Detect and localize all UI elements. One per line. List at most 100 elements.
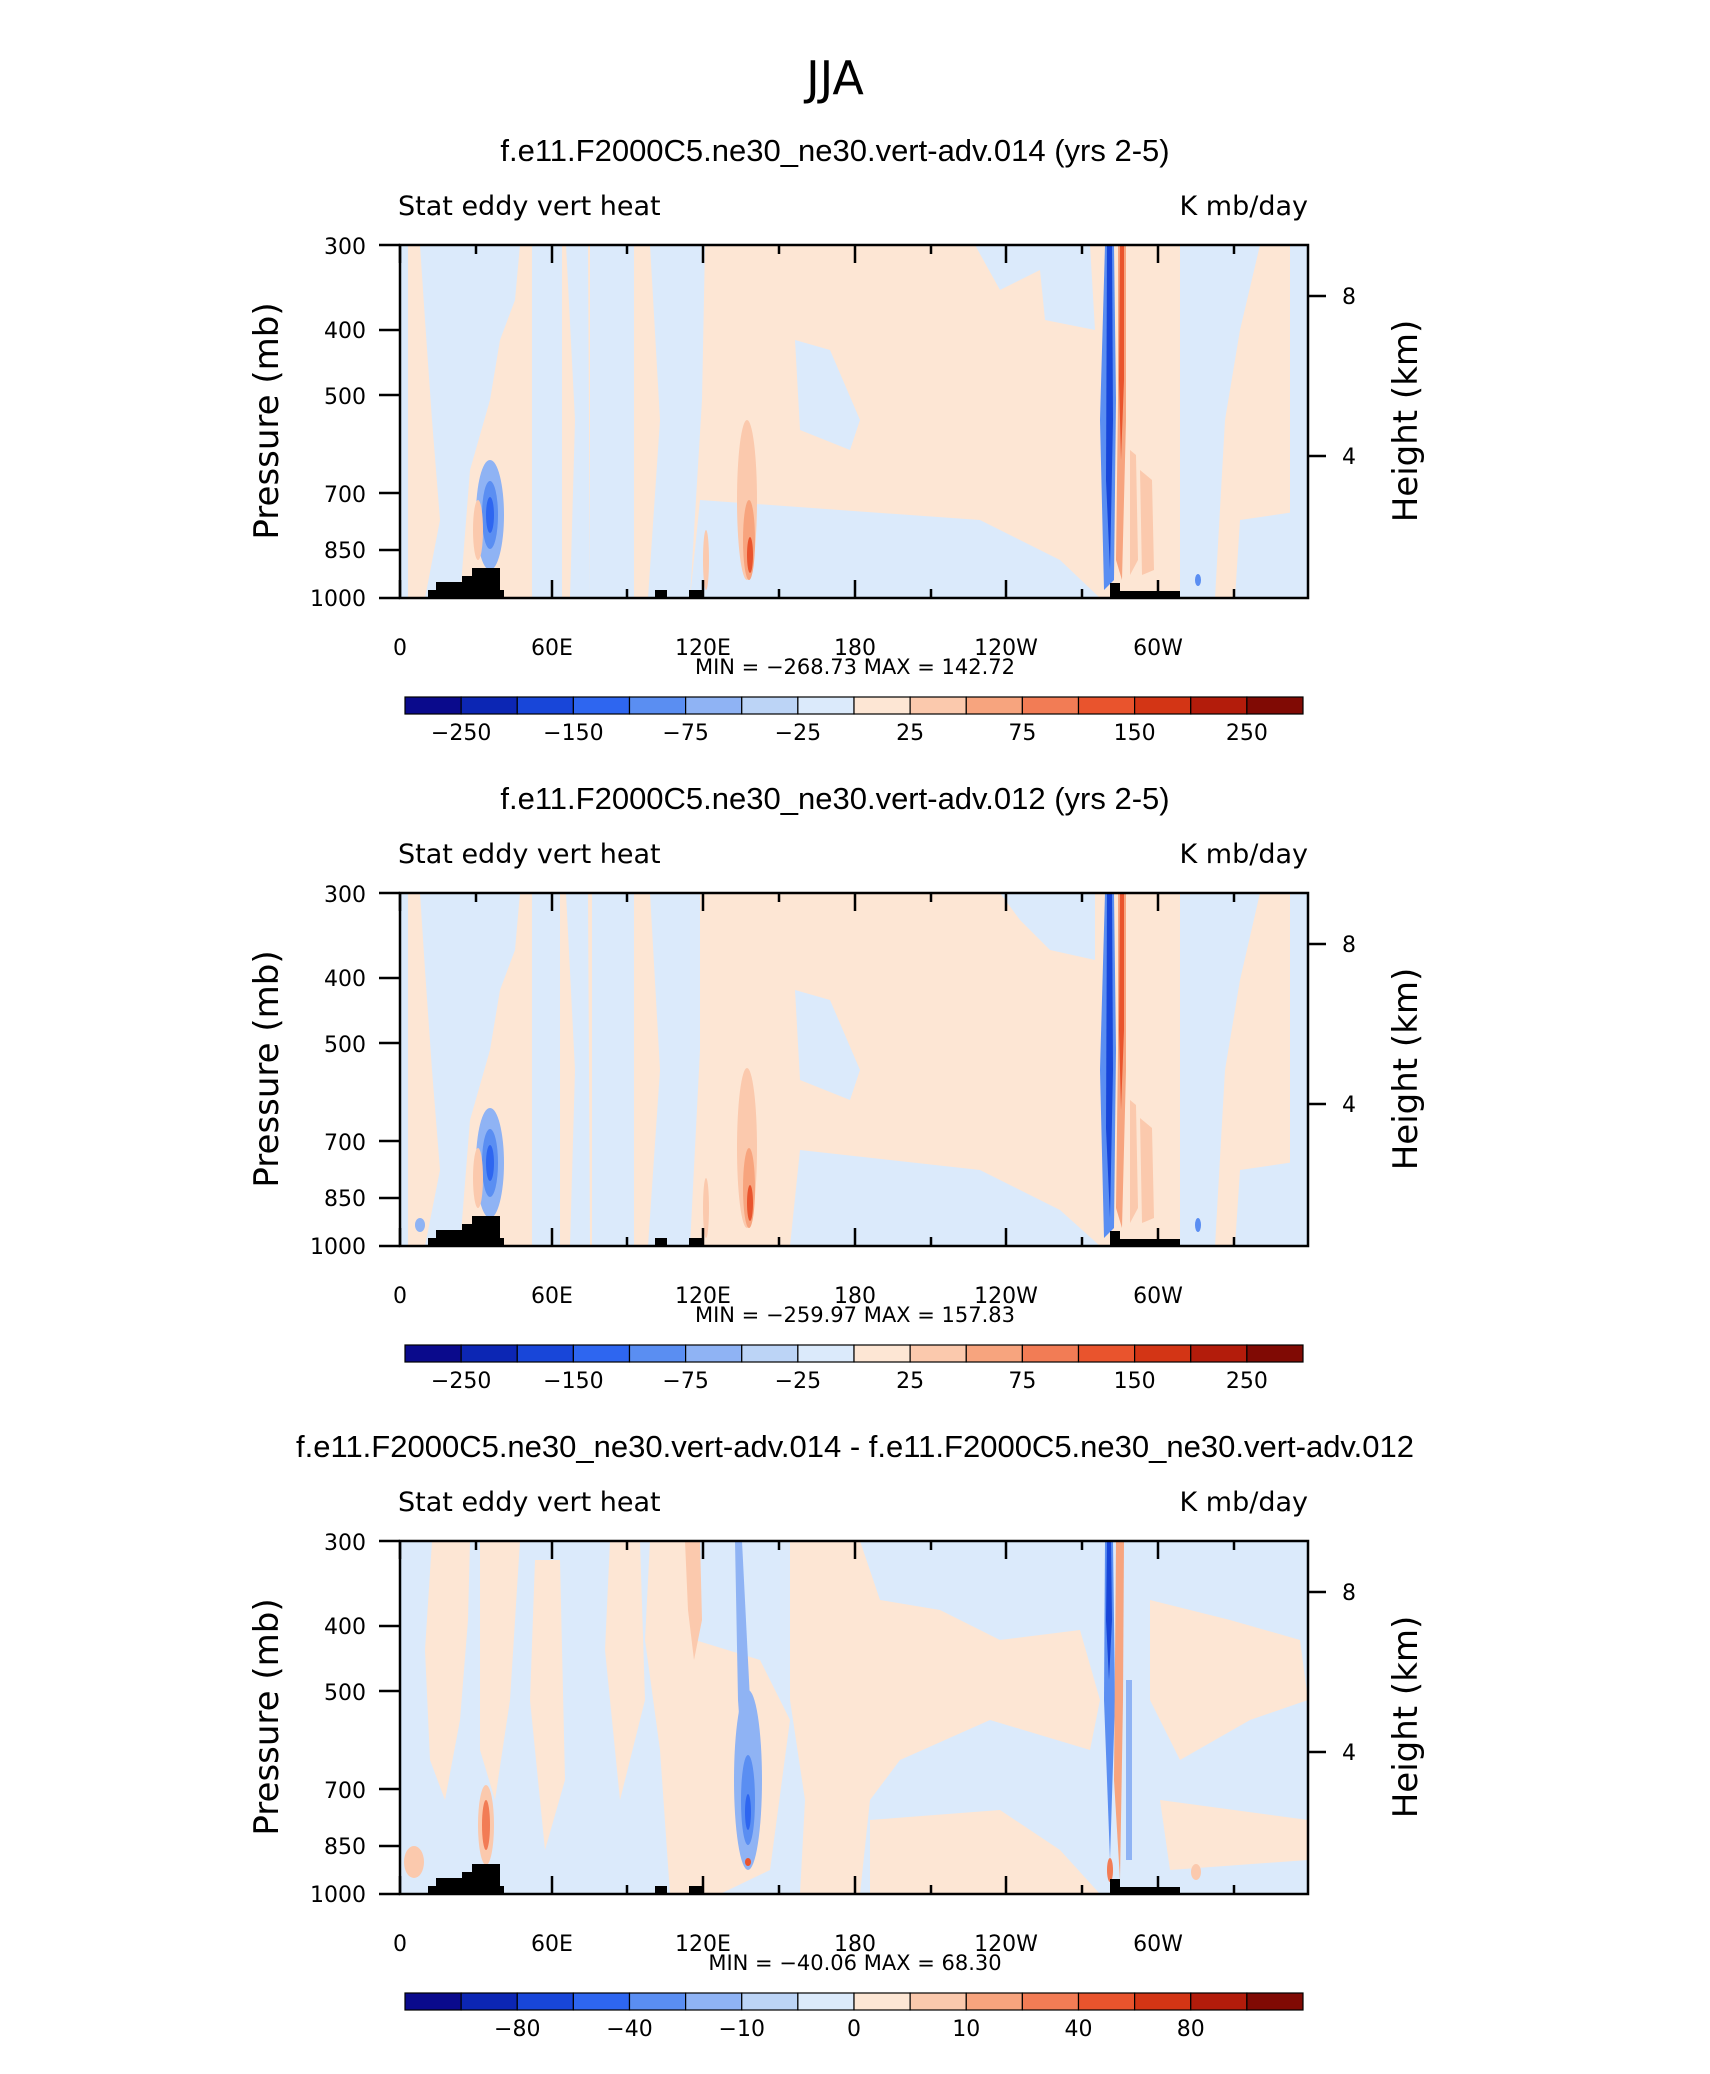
topography bbox=[655, 1238, 667, 1246]
colorbar-swatch bbox=[1021, 1992, 1080, 2011]
colorbar-label: −250 bbox=[431, 1369, 491, 1394]
colorbar-label: −80 bbox=[494, 2017, 540, 2042]
colorbar-swatch bbox=[797, 1992, 855, 2011]
field-band bbox=[1160, 1800, 1308, 1870]
field-anomaly bbox=[747, 1185, 753, 1221]
y-tick-label: 300 bbox=[324, 883, 366, 908]
field-band bbox=[1210, 245, 1260, 598]
panel-1-y-axis-label: Pressure (mb) bbox=[247, 302, 287, 539]
colorbar-swatch bbox=[965, 1992, 1023, 2011]
colorbar-swatch bbox=[404, 696, 462, 715]
field-band bbox=[400, 245, 408, 598]
panel-3-x-tick-labels: 0 60E 120E 180 120W 60W bbox=[393, 1932, 1183, 1957]
colorbar-label: 80 bbox=[1177, 2017, 1205, 2042]
colorbar-label: 75 bbox=[1008, 1369, 1036, 1394]
panel-2-left-label: Stat eddy vert heat bbox=[398, 839, 661, 870]
panel-1-colorbar: −250 −150 −75 −25 25 75 150 250 bbox=[404, 696, 1304, 746]
y-tick-label: 1000 bbox=[310, 587, 366, 612]
field-anomaly bbox=[1114, 1541, 1124, 1880]
panel-3: f.e11.F2000C5.ne30_ne30.vert-adv.014 - f… bbox=[247, 1429, 1426, 2042]
field-band bbox=[400, 893, 408, 1246]
field-anomaly bbox=[747, 537, 753, 573]
colorbar-swatch bbox=[460, 696, 518, 715]
x-tick-label: 60E bbox=[531, 1932, 573, 1957]
panel-3-title: f.e11.F2000C5.ne30_ne30.vert-adv.014 - f… bbox=[296, 1429, 1414, 1464]
colorbar-swatch bbox=[516, 1344, 574, 1363]
colorbar-label: −25 bbox=[775, 1369, 821, 1394]
colorbar-swatch bbox=[1021, 696, 1080, 715]
y-tick-label: 700 bbox=[324, 1779, 366, 1804]
panel-2-field bbox=[400, 893, 1308, 1246]
colorbar-swatch bbox=[1246, 1344, 1304, 1363]
y-tick-label: 300 bbox=[324, 1531, 366, 1556]
panel-2-colorbar: −250 −150 −75 −25 25 75 150 250 bbox=[404, 1344, 1304, 1394]
colorbar-label: 0 bbox=[847, 2017, 861, 2042]
colorbar-swatch bbox=[572, 696, 631, 715]
colorbar-label: 40 bbox=[1065, 2017, 1093, 2042]
right-tick-label: 8 bbox=[1342, 285, 1356, 310]
field-band bbox=[795, 990, 860, 1100]
field-anomaly bbox=[1126, 1680, 1132, 1860]
x-tick-label: 0 bbox=[393, 1284, 407, 1309]
x-tick-label: 60W bbox=[1133, 636, 1183, 661]
colorbar-swatch bbox=[1134, 1992, 1192, 2011]
panel-2: f.e11.F2000C5.ne30_ne30.vert-adv.012 (yr… bbox=[247, 781, 1426, 1394]
field-band bbox=[566, 245, 590, 598]
colorbar-label: −150 bbox=[543, 1369, 603, 1394]
panel-1-right-axis-label: Height (km) bbox=[1386, 320, 1426, 523]
y-tick-label: 1000 bbox=[310, 1235, 366, 1260]
y-tick-label: 400 bbox=[324, 967, 366, 992]
x-tick-label: 120E bbox=[675, 1932, 731, 1957]
field-band bbox=[1235, 1160, 1308, 1246]
field-band bbox=[1180, 245, 1215, 598]
field-band bbox=[1290, 893, 1308, 1246]
field-band bbox=[532, 893, 560, 1246]
colorbar-swatch bbox=[1077, 1992, 1136, 2011]
field-anomaly bbox=[482, 1800, 490, 1850]
panel-3-y-axis-label: Pressure (mb) bbox=[247, 1598, 287, 1835]
colorbar-swatch bbox=[741, 1344, 799, 1363]
y-tick-label: 500 bbox=[324, 385, 366, 410]
x-tick-label: 180 bbox=[834, 1932, 876, 1957]
y-tick-label: 500 bbox=[324, 1033, 366, 1058]
colorbar-swatch bbox=[797, 696, 855, 715]
colorbar-label: −25 bbox=[775, 721, 821, 746]
figure-title: JJA bbox=[803, 51, 864, 105]
field-band bbox=[690, 500, 1100, 598]
field-anomaly bbox=[1140, 470, 1154, 575]
panel-3-stats: MIN = −40.06 MAX = 68.30 bbox=[708, 1951, 1001, 1975]
colorbar-swatch bbox=[685, 1344, 743, 1363]
panel-2-right-label: K mb/day bbox=[1180, 839, 1309, 870]
field-band bbox=[1180, 893, 1215, 1246]
topography bbox=[689, 1886, 703, 1894]
field-band bbox=[1235, 510, 1308, 598]
colorbar-swatch bbox=[1190, 696, 1248, 715]
right-tick-label: 4 bbox=[1342, 445, 1356, 470]
field-anomaly bbox=[473, 500, 483, 560]
panel-2-stats: MIN = −259.97 MAX = 157.83 bbox=[695, 1303, 1015, 1327]
panel-2-title: f.e11.F2000C5.ne30_ne30.vert-adv.012 (yr… bbox=[500, 781, 1169, 816]
colorbar-swatch bbox=[853, 696, 911, 715]
colorbar-label: 25 bbox=[896, 1369, 924, 1394]
y-tick-label: 500 bbox=[324, 1681, 366, 1706]
colorbar-label: −250 bbox=[431, 721, 491, 746]
panel-1-right-tick-labels: 8 4 bbox=[1342, 285, 1356, 470]
x-tick-label: 0 bbox=[393, 636, 407, 661]
colorbar-label: −150 bbox=[543, 721, 603, 746]
field-anomaly bbox=[1191, 1864, 1201, 1880]
colorbar-swatch bbox=[1077, 696, 1136, 715]
panel-1-stats: MIN = −268.73 MAX = 142.72 bbox=[695, 655, 1015, 679]
panel-2-x-tick-labels: 0 60E 120E 180 120W 60W bbox=[393, 1284, 1183, 1309]
x-tick-label: 60E bbox=[531, 1284, 573, 1309]
field-band bbox=[532, 245, 562, 598]
colorbar-swatch bbox=[572, 1992, 631, 2011]
x-tick-label: 0 bbox=[393, 1932, 407, 1957]
colorbar-label: 250 bbox=[1226, 721, 1268, 746]
colorbar-swatch bbox=[516, 1992, 574, 2011]
field-band bbox=[590, 245, 634, 598]
field-anomaly bbox=[1106, 1541, 1112, 1680]
field-band bbox=[870, 1810, 1100, 1894]
field-band bbox=[420, 893, 520, 1246]
colorbar-swatch bbox=[1134, 696, 1192, 715]
right-tick-label: 8 bbox=[1342, 1581, 1356, 1606]
